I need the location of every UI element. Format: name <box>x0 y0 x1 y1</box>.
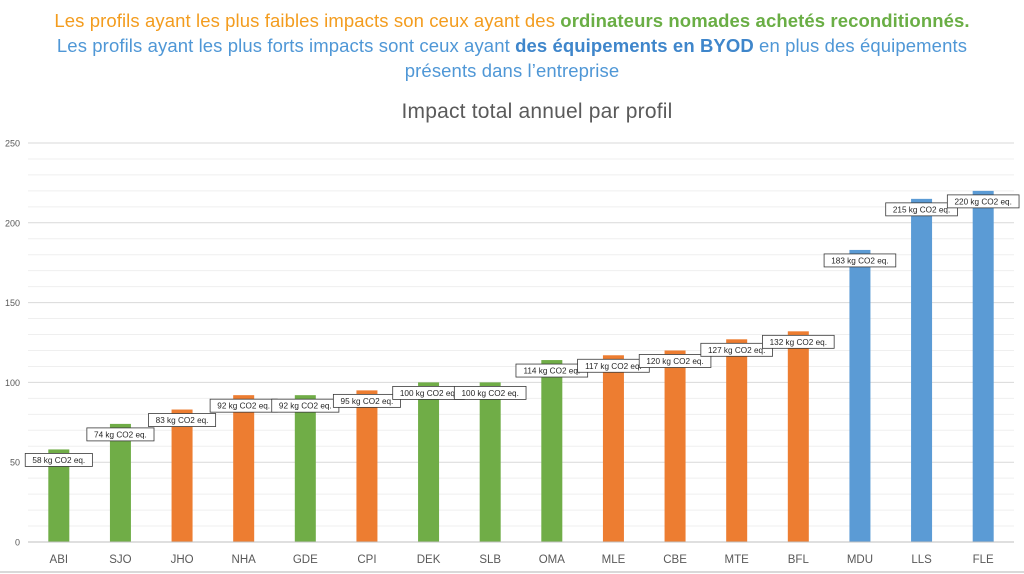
data-label: 92 kg CO2 eq. <box>217 402 270 411</box>
y-tick-label: 50 <box>10 458 20 468</box>
x-tick-label: LLS <box>911 554 932 566</box>
data-label-box <box>823 253 897 268</box>
bar-slb <box>479 382 501 542</box>
x-tick-label: MLE <box>602 554 626 566</box>
bars <box>48 190 994 543</box>
data-label-box <box>332 393 401 408</box>
x-tick-label: SLB <box>479 554 501 566</box>
data-label-box <box>885 202 958 217</box>
data-label: 117 kg CO2 eq. <box>585 362 642 371</box>
x-tick-label: MDU <box>847 554 873 566</box>
bar-jho <box>171 409 193 542</box>
bar-oma <box>541 360 563 542</box>
headline: Les profils ayant les plus faibles impac… <box>0 8 1024 83</box>
y-tick-label: 0 <box>15 538 20 548</box>
headline-line-3: présents dans l’entreprise <box>404 60 620 81</box>
data-labels: 58 kg CO2 eq. 74 kg CO2 eq. 83 kg CO2 eq. 9… <box>24 194 1020 467</box>
x-tick-label: DEK <box>417 554 441 566</box>
x-tick-label: SJO <box>109 554 131 566</box>
bar-gde <box>294 395 316 542</box>
headline-line-2-suffix: en plus des équipements <box>753 35 968 56</box>
bar-nha <box>233 395 255 542</box>
data-label-box <box>86 427 155 442</box>
data-label-box <box>762 334 835 349</box>
bar-fle <box>972 190 994 542</box>
headline-line-2-text: Les profils ayant les plus forts impacts… <box>56 35 516 56</box>
data-label: 58 kg CO2 eq. <box>32 456 85 465</box>
bar-mle <box>602 355 624 542</box>
bar-dek <box>418 382 440 542</box>
bar-mte <box>726 339 748 542</box>
data-label: 92 kg CO2 eq. <box>279 402 332 411</box>
chart-title: Impact total annuel par profil <box>401 100 673 123</box>
bottom-rule <box>0 571 1024 573</box>
bar-abi <box>48 449 70 542</box>
data-label: 74 kg CO2 eq. <box>94 430 147 439</box>
y-tick-label: 200 <box>5 218 20 228</box>
bar-cpi <box>356 390 378 542</box>
x-tick-label: OMA <box>539 554 566 566</box>
headline-line-1-text: Les profils ayant les plus faibles impac… <box>54 10 561 31</box>
x-tick-label: GDE <box>293 554 318 566</box>
y-tick-label: 150 <box>5 298 20 308</box>
data-label: 100 kg CO2 eq. <box>462 389 519 398</box>
headline-line-1: Les profils ayant les plus faibles impac… <box>0 8 1024 33</box>
x-tick-label: CBE <box>663 554 687 566</box>
headline-line-2-bold: des équipements en BYOD <box>515 35 754 56</box>
x-tick-label: ABI <box>50 554 69 566</box>
data-label-box <box>453 385 527 400</box>
data-label-box <box>148 413 217 427</box>
headline-line-2: Les profils ayant les plus forts impacts… <box>0 33 1024 58</box>
x-tick-label: CPI <box>357 554 376 566</box>
bar-cbe <box>664 350 686 542</box>
bar-sjo <box>109 423 131 542</box>
data-label-box <box>700 342 773 357</box>
data-label-box <box>638 354 712 368</box>
data-label: 215 kg CO2 eq. <box>893 205 950 214</box>
data-label: 83 kg CO2 eq. <box>156 416 209 425</box>
x-tick-label: MTE <box>725 554 750 566</box>
data-label: 132 kg CO2 eq. <box>770 338 827 347</box>
bar-lls <box>911 198 933 543</box>
bar-mdu <box>849 249 871 542</box>
data-label: 120 kg CO2 eq. <box>646 357 703 366</box>
x-tick-label: FLE <box>973 554 994 566</box>
data-label: 183 kg CO2 eq. <box>831 256 888 265</box>
data-label: 127 kg CO2 eq. <box>708 346 765 355</box>
y-tick-label: 100 <box>5 378 20 388</box>
data-label: 95 kg CO2 eq. <box>341 397 394 406</box>
y-tick-label: 250 <box>5 139 20 149</box>
x-tick-label: JHO <box>171 554 194 566</box>
data-label: 220 kg CO2 eq. <box>955 197 1012 206</box>
y-axis: 0 50 100 150 200 250 <box>5 139 20 548</box>
data-label-box <box>24 453 93 467</box>
bar-bfl <box>787 331 809 542</box>
data-label: 100 kg CO2 eq. <box>400 389 457 398</box>
x-axis: ABI SJO JHO NHA GDE CPI DEK SLB OMA MLE CBE MTE BFL M… <box>28 541 1014 566</box>
x-tick-label: NHA <box>232 554 257 566</box>
data-label: 114 kg CO2 eq. <box>523 367 580 376</box>
x-tick-label: BFL <box>788 554 810 566</box>
headline-line-1-bold: ordinateurs nomades achetés reconditionn… <box>560 10 970 31</box>
data-label-box <box>946 194 1020 209</box>
